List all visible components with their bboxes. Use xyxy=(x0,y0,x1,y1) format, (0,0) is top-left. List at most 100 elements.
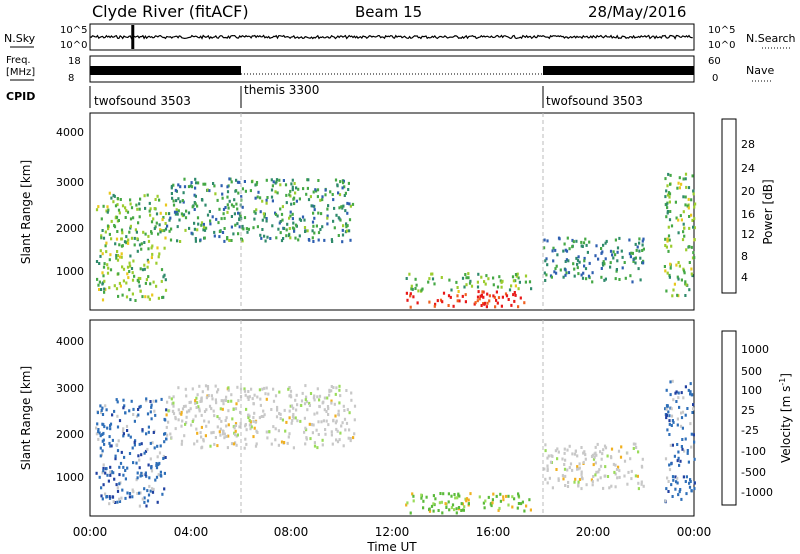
power-cell xyxy=(664,244,667,247)
power-cell xyxy=(332,219,335,223)
power-cell xyxy=(193,221,196,225)
velocity-cell xyxy=(174,417,177,421)
velocity-cell xyxy=(138,405,141,409)
power-cell xyxy=(331,240,334,243)
cpid-segment-3: twofsound 3503 xyxy=(546,94,643,108)
velocity-cell xyxy=(139,491,142,495)
power-cell xyxy=(556,253,559,257)
velocity-cell xyxy=(280,440,284,444)
velocity-cell xyxy=(268,430,271,434)
power-cell xyxy=(346,201,349,205)
velocity-cell xyxy=(196,439,199,443)
velocity-cell xyxy=(205,396,208,400)
velocity-cell xyxy=(206,387,210,391)
power-cell xyxy=(674,200,677,204)
power-cell xyxy=(496,285,500,289)
power-cell xyxy=(685,283,688,287)
velocity-cell xyxy=(637,487,640,491)
power-cell xyxy=(139,289,142,293)
power-cell xyxy=(677,277,680,281)
power-cell xyxy=(293,227,296,231)
velocity-cell xyxy=(126,491,129,495)
power-cbar-tick-8: 8 xyxy=(741,250,748,263)
power-cell xyxy=(665,289,668,293)
power-ytick-3000: 3000 xyxy=(56,176,84,189)
power-cell xyxy=(270,195,274,199)
velocity-cell xyxy=(665,413,668,417)
power-cell xyxy=(693,226,696,230)
velocity-cell xyxy=(557,478,560,482)
power-cell xyxy=(116,254,120,257)
velocity-cell xyxy=(546,469,549,472)
xtick-0800: 08:00 xyxy=(274,525,309,539)
velocity-cell xyxy=(194,399,197,403)
power-cell xyxy=(107,227,110,231)
velocity-cell xyxy=(167,409,170,413)
power-cell xyxy=(492,276,495,280)
velocity-cell xyxy=(235,443,238,447)
power-y-axis: 4000 3000 2000 1000 xyxy=(56,126,84,278)
velocity-cell xyxy=(525,504,528,508)
power-cell xyxy=(628,238,631,242)
power-cell xyxy=(575,239,578,243)
power-cell xyxy=(676,275,679,279)
velocity-cell xyxy=(95,432,98,436)
power-cell xyxy=(311,229,314,233)
velocity-cell xyxy=(460,502,463,506)
power-cell xyxy=(294,223,298,227)
power-cell xyxy=(486,301,489,305)
power-cell xyxy=(164,236,167,240)
power-cell xyxy=(474,301,477,305)
velocity-cell xyxy=(562,477,565,481)
velocity-cell xyxy=(484,499,487,503)
velocity-cell xyxy=(151,490,155,494)
velocity-cell xyxy=(211,397,214,401)
power-cell xyxy=(338,206,341,210)
velocity-cell xyxy=(635,446,638,449)
power-cell xyxy=(342,204,345,208)
power-cell xyxy=(582,241,586,245)
velocity-cell xyxy=(126,466,129,470)
velocity-cell xyxy=(684,413,687,417)
velocity-cell xyxy=(159,474,162,477)
velocity-cell xyxy=(482,501,485,505)
velocity-colorbar-label: Velocity [m s-1] xyxy=(778,373,793,463)
velocity-cell xyxy=(277,443,280,447)
power-cell xyxy=(226,185,229,189)
xtick-1600: 16:00 xyxy=(476,525,511,539)
velocity-cell xyxy=(100,486,103,490)
velocity-cell xyxy=(561,474,564,478)
power-cell xyxy=(416,301,419,305)
velocity-cell xyxy=(234,433,237,437)
velocity-cell xyxy=(133,440,136,444)
velocity-cell xyxy=(143,451,146,455)
power-cell xyxy=(218,230,221,233)
power-cell xyxy=(242,227,245,231)
velocity-cell xyxy=(288,386,291,390)
power-cell xyxy=(188,226,191,230)
power-cell xyxy=(317,238,320,242)
velocity-cell xyxy=(122,465,125,469)
power-cell xyxy=(667,172,670,176)
velocity-cell xyxy=(109,473,112,477)
velocity-cell xyxy=(162,454,165,458)
velocity-cell xyxy=(161,492,164,496)
power-cell xyxy=(158,252,161,256)
power-cell xyxy=(108,286,111,290)
nsky-label: N.Sky xyxy=(4,32,36,45)
power-cell xyxy=(409,292,412,296)
velocity-cell xyxy=(120,450,123,454)
power-cell xyxy=(511,275,515,279)
power-cell xyxy=(565,258,568,262)
power-cell xyxy=(237,191,240,195)
power-cell xyxy=(664,177,667,181)
velocity-cell xyxy=(180,424,183,428)
power-cell xyxy=(164,278,167,282)
velocity-cell xyxy=(221,432,225,436)
velocity-cell xyxy=(281,418,284,422)
velocity-cell xyxy=(134,439,137,443)
velocity-cell xyxy=(238,425,241,429)
velocity-cell xyxy=(154,413,157,417)
velocity-cell xyxy=(147,425,150,429)
velocity-cell xyxy=(615,467,619,471)
